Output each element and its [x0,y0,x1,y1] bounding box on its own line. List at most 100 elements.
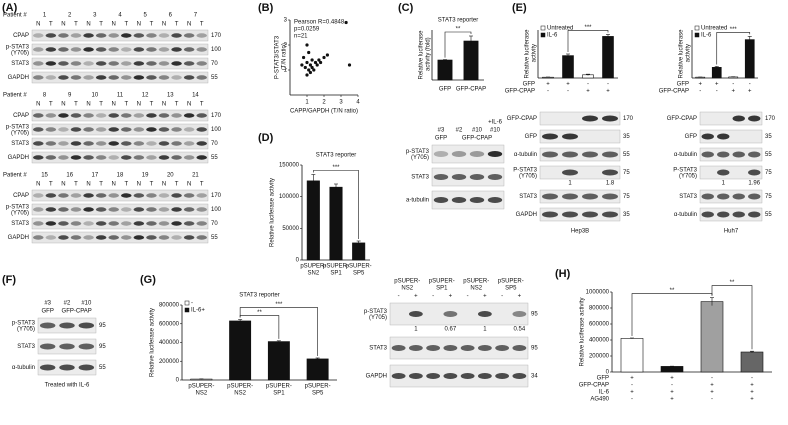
bar [306,180,320,261]
blot-band [133,207,145,212]
blot-band [133,113,145,118]
blot-band [83,61,94,66]
mw-label: 55 [623,152,630,158]
lane-label: N [187,102,191,108]
mw-label: 75 [623,194,630,200]
blot-band [171,155,182,160]
blot-band [732,151,745,158]
bar [562,55,574,79]
patient-number: 21 [192,173,199,179]
lane-header: - [432,294,434,300]
lane-label: N [36,22,40,28]
blot-band [121,221,132,226]
blot-strip [539,165,621,180]
blot-band [133,193,145,198]
blot-band [33,61,44,66]
x-tick-label: pSUPER-SP5 [346,263,372,276]
condition-mark: + [710,390,714,396]
blot-band [732,193,745,200]
significance-bracket [711,285,753,350]
blot-row-label: p-STAT3 (Y705) [364,309,388,321]
blot-band [108,155,119,160]
blot-band [58,47,69,52]
blot-band [133,155,145,160]
blot-band [70,221,82,226]
blot-band [451,174,467,180]
blot-band [171,33,182,38]
blot-band [146,127,157,132]
blot-strip [31,217,209,230]
blot-band [78,322,95,329]
blot-band [495,345,510,351]
lane-label: T [74,182,78,188]
patient-number: 8 [43,93,47,99]
blot-band [469,197,485,203]
blot-band [95,75,107,80]
y-tick-label: 0 [296,258,300,264]
blot-band [121,47,132,52]
blot-row-label: GAPDH [8,75,29,81]
y-tick-label: 400000 [589,338,610,344]
blot-strip [699,129,763,144]
blot-band [83,207,94,212]
blot-row-label: GFP [685,134,697,140]
point [319,60,323,65]
patient-number: 15 [41,173,48,179]
mw-label: 170 [211,193,222,199]
blot-band [95,207,107,212]
lane-label: T [99,102,103,108]
blot-band [33,113,44,118]
blot-band [196,221,207,226]
condition-mark: - [711,397,713,403]
annotation: n=21 [294,34,308,40]
blot-row-label: GAPDH [366,374,387,380]
significance-label: *** [584,25,592,31]
lane-header: #10 [472,128,483,134]
x-tick-label: pSUPER-SP5 [305,383,331,396]
y-tick-label: 600000 [159,321,180,327]
significance-label: ** [670,288,675,294]
blot-band [158,155,170,160]
legend-label: Untreated [701,26,727,32]
legend-label: IL-6 [547,33,558,39]
blot-band [58,221,69,226]
blot-band [562,151,578,158]
blot-band [45,193,57,198]
blot-row-label: STAT3 [369,346,387,352]
mw-label: 170 [765,116,776,122]
blot-band [121,75,132,80]
blot-band [83,127,94,132]
patient-number: 18 [117,173,124,179]
blot-band [33,47,44,52]
blot-row-label: CPAP [13,113,29,119]
blot-band [133,61,145,66]
panel-label: (E) [512,2,527,14]
blot-strip [539,147,621,162]
chart-title: STAT3 reporter [239,293,279,299]
annotation: p=0.0259 [294,27,320,33]
blot-band [602,151,618,158]
blot-band [562,211,578,218]
y-axis-label: P-STAT3/STAT3 (T/N ratio) [274,35,287,79]
lane-label: T [175,102,179,108]
blot-band [108,113,119,118]
lane-header: pSUPER-NS2 [394,278,420,291]
blot-band [83,33,94,38]
blot-band [33,75,44,80]
blot-band [477,373,492,379]
x-axis-label: CAPP/GAPDH (T/N ratio) [290,109,358,115]
blot-band [45,155,57,160]
blot-band [158,47,170,52]
mw-label: 70 [211,141,218,147]
blot-band [196,207,207,212]
blot-band [95,193,107,198]
condition-mark: + [546,82,550,88]
blot-band [433,197,449,203]
blot-band [495,373,510,379]
chart-title: STAT3 reporter [316,153,356,159]
x-tick-label: 4 [356,100,360,106]
mw-label: 35 [623,134,630,140]
point [344,20,348,25]
blot-band [487,151,503,157]
lane-label: N [112,22,116,28]
